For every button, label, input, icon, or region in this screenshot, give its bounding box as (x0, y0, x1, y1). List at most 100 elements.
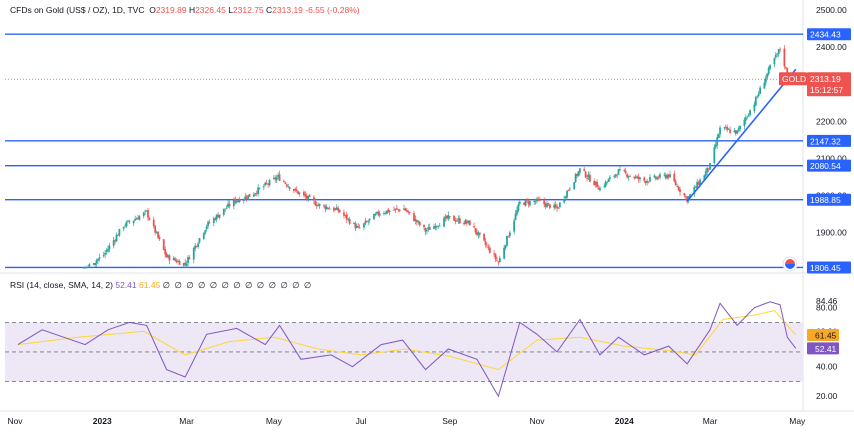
candle-body (626, 174, 628, 178)
rsi-placeholders: ∅ ∅ ∅ ∅ ∅ ∅ ∅ ∅ ∅ ∅ ∅ ∅ ∅ (162, 280, 313, 290)
candle-body (629, 175, 631, 177)
candle-body (724, 126, 727, 128)
rsi-value-label-1: 52.41 (815, 344, 837, 354)
candle-body (763, 82, 766, 89)
candle-body (227, 203, 229, 208)
symbol-badge (779, 72, 807, 86)
candle-body (466, 221, 468, 224)
candle-body (367, 221, 370, 223)
candle-body (323, 205, 325, 206)
candle-body (255, 193, 258, 194)
candle-body (288, 186, 291, 189)
candle-body (456, 220, 458, 222)
candle-body (706, 167, 709, 173)
candle-body (122, 227, 125, 229)
candle-body (423, 224, 425, 228)
candle-body (108, 245, 111, 250)
candle-body (333, 207, 335, 211)
candle-body (729, 129, 731, 133)
candle-body (248, 194, 251, 197)
candle-body (634, 176, 637, 179)
symbol-badge-label: GOLD (782, 74, 806, 84)
candle-body (385, 210, 388, 214)
candle-body (192, 247, 195, 260)
level-badge-3 (807, 193, 851, 206)
candle-body (523, 202, 526, 205)
candle-body (148, 217, 151, 220)
candle-body (667, 174, 670, 178)
candle-body (294, 188, 297, 190)
candle-body (238, 199, 241, 202)
candle-body (165, 253, 168, 258)
candle-body (364, 220, 367, 224)
candle-body (198, 238, 201, 243)
candle-body (337, 208, 340, 211)
level-label-2: 2080.54 (810, 161, 841, 171)
candle-body (414, 219, 417, 222)
candles (82, 45, 797, 269)
candle-body (147, 210, 149, 218)
rsi-band (5, 322, 803, 382)
price-grid (0, 0, 854, 412)
candle-body (538, 199, 541, 201)
candle-body (217, 214, 219, 218)
candle-body (185, 263, 188, 266)
candle-body (558, 202, 561, 208)
candle-body (478, 232, 481, 235)
candle-body (566, 190, 568, 198)
candle-body (759, 87, 761, 94)
candle-body (508, 232, 511, 237)
candle-body (537, 199, 540, 201)
candle-body (556, 206, 558, 209)
candle-body (178, 260, 181, 265)
candle-body (438, 225, 441, 227)
rsi-title[interactable]: RSI (14, close, SMA, 14, 2) (10, 280, 113, 290)
candle-body (357, 226, 360, 227)
candle-body (272, 177, 275, 179)
candle-body (694, 186, 697, 188)
candle-body (285, 184, 288, 187)
candle-body (187, 257, 189, 264)
candle-body (207, 221, 209, 226)
candle-body (347, 218, 350, 220)
price-tick-label: 2100.00 (816, 153, 847, 163)
candle-body (707, 168, 710, 170)
level-badge-4 (807, 261, 851, 274)
candle-body (424, 228, 427, 232)
candle-body (304, 194, 307, 197)
candle-body (526, 199, 528, 201)
candle-body (443, 218, 445, 227)
level-badge-2 (807, 159, 851, 172)
rsi-tick-label: 80.00 (816, 303, 838, 313)
high-label: H (188, 5, 196, 15)
candle-body (649, 177, 651, 182)
symbol-title[interactable]: CFDs on Gold (US$ / OZ), 1D, TVC (10, 5, 145, 15)
candle-body (373, 213, 375, 220)
candle-body (704, 171, 707, 176)
rsi-tick-label: 40.00 (816, 362, 838, 372)
candle-body (162, 239, 165, 250)
trendline (686, 68, 797, 202)
candle-body (182, 263, 185, 266)
candle-body (507, 236, 510, 238)
price-tick-label: 2400.00 (816, 42, 847, 52)
candle-body (543, 200, 546, 205)
candle-body (516, 210, 518, 215)
candle-body (546, 203, 548, 208)
candle-body (697, 182, 700, 185)
rsi-value-badge-1 (807, 342, 839, 355)
last-price-badge (807, 72, 851, 97)
candle-body (258, 187, 261, 189)
candle-body (474, 228, 477, 233)
candle-body (746, 116, 749, 118)
candle-body (325, 206, 328, 210)
candle-body (544, 203, 547, 207)
candle-body (656, 177, 659, 180)
rsi-tick-label: 20.00 (816, 391, 838, 401)
candle-body (343, 212, 345, 216)
candle-body (124, 225, 127, 227)
candle-body (413, 213, 415, 222)
candle-body (188, 257, 191, 260)
